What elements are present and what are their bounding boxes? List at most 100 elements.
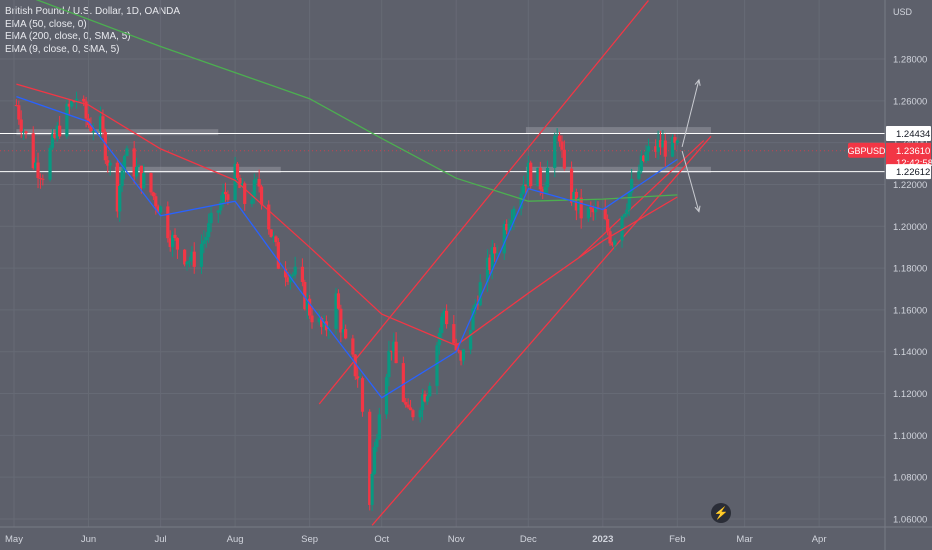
candle-body (255, 178, 259, 180)
candle-body (142, 173, 146, 189)
candle-body (19, 119, 23, 132)
y-tick-label: 1.14000 (893, 347, 927, 358)
candle-body (48, 147, 52, 180)
candle-body (151, 192, 155, 197)
candle-body (269, 229, 273, 238)
candle-body (613, 240, 617, 246)
candle-body (622, 214, 627, 217)
candle-body (675, 140, 679, 143)
candle-body (394, 341, 398, 364)
candle-body (437, 333, 441, 346)
candle-body (65, 103, 69, 137)
candle-body (38, 177, 43, 179)
resistance-zone (16, 129, 219, 136)
candle-body (118, 185, 122, 212)
candle-body (336, 293, 341, 309)
candle-body (408, 407, 413, 411)
candle-body (137, 165, 141, 167)
candle-body (670, 137, 675, 157)
candle-body (495, 253, 499, 255)
candle-body (555, 135, 559, 137)
candle-body (149, 173, 153, 193)
candle-body (418, 410, 422, 418)
candle-body (274, 236, 278, 243)
candle-body (411, 410, 415, 418)
candle-body (293, 266, 297, 275)
candle-body (207, 223, 211, 238)
x-tick-label: Feb (669, 534, 685, 545)
candle-body (199, 243, 204, 267)
candle-body (368, 411, 372, 505)
candle-body (569, 168, 574, 203)
candle-body (115, 162, 119, 212)
candle-body (490, 247, 494, 271)
countdown-label: 12:42:58 (896, 158, 932, 169)
candle-body (259, 186, 264, 205)
candle-body (89, 125, 93, 132)
candle-body (493, 247, 497, 254)
x-tick-label: Nov (448, 534, 465, 545)
candle-body (545, 167, 550, 188)
y-tick-label: 1.22000 (893, 180, 927, 191)
candle-body (252, 179, 256, 200)
candle-body (204, 237, 208, 241)
candle-body (271, 236, 276, 238)
candle-body (139, 165, 143, 189)
candle-body (586, 207, 590, 219)
candle-body (173, 234, 177, 239)
candle-body (17, 105, 21, 120)
legend-title: British Pound / U.S. Dollar, 1D, OANDA (5, 6, 181, 17)
candle-body (661, 140, 665, 148)
ema-line-0 (16, 83, 678, 347)
candle-body (134, 166, 139, 177)
candle-body (41, 178, 45, 180)
candle-body (577, 197, 581, 211)
x-tick-label: May (5, 534, 23, 545)
resistance-zone (525, 166, 711, 173)
candle-body (642, 155, 646, 161)
candle-body (240, 183, 244, 188)
candle-body (108, 162, 112, 166)
candle-body (50, 133, 55, 148)
resistance-zone (114, 166, 281, 173)
candle-body (505, 224, 509, 231)
ema-line-1 (35, 0, 678, 202)
candle-body (560, 141, 564, 150)
candle-body (519, 193, 523, 209)
candle-body (14, 105, 19, 106)
candle-body (187, 260, 192, 262)
candle-body (58, 125, 62, 137)
y-tick-label: 1.06000 (893, 515, 927, 526)
candle-body (243, 183, 247, 204)
candle-body (238, 177, 242, 188)
level-badge-label: 1.24434 (896, 129, 930, 140)
candle-body (216, 210, 220, 213)
candle-body (526, 162, 530, 187)
candle-body (351, 338, 355, 355)
candle-body (459, 351, 463, 361)
candle-body (84, 101, 88, 119)
candle-body (305, 298, 309, 310)
candle-body (644, 151, 648, 161)
legend-indicator-ema200: EMA (200, close, 0, SMA, 5) (5, 31, 131, 42)
symbol-badge (848, 142, 885, 158)
bolt-icon[interactable]: ⚡ (711, 503, 731, 523)
candle-body (591, 208, 595, 213)
candle-body (91, 131, 95, 133)
candle-body (288, 276, 292, 283)
x-tick-label: Dec (520, 534, 537, 545)
projection-arrow (681, 79, 700, 147)
candle-body (267, 204, 271, 230)
candle-body (185, 261, 189, 265)
candle-body (630, 178, 634, 193)
candle-body (610, 243, 615, 246)
candle-body (488, 257, 492, 271)
candle-body (654, 146, 658, 152)
arrow-head (694, 78, 701, 86)
y-tick-label: 1.26000 (893, 96, 927, 107)
candle-body (132, 148, 136, 177)
candle-body (377, 414, 381, 440)
candle-body (356, 376, 360, 380)
candle-body (461, 349, 466, 361)
